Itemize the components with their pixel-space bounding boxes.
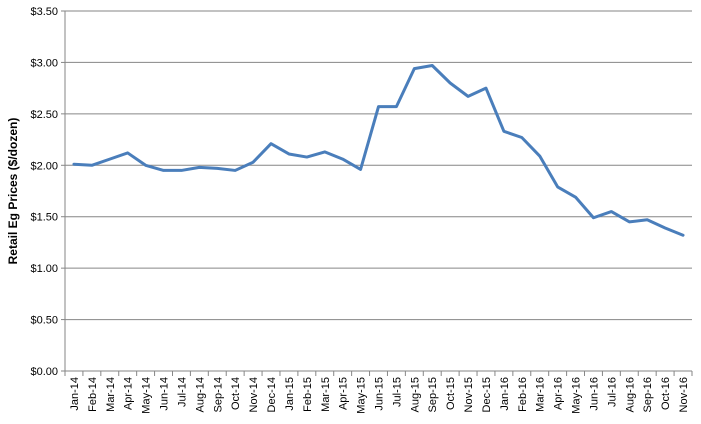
x-tick-label: Jun-15 xyxy=(374,377,386,411)
y-tick-label: $2.50 xyxy=(30,109,58,121)
x-tick-label: Nov-15 xyxy=(463,377,475,412)
x-tick-label: Jan-14 xyxy=(69,377,81,411)
x-tick-label: Jul-14 xyxy=(176,377,188,407)
x-tick-label: Oct-15 xyxy=(445,377,457,410)
x-tick-label: Jun-14 xyxy=(159,377,171,411)
x-tick-label: Oct-16 xyxy=(660,377,672,410)
x-tick-label: Aug-14 xyxy=(194,377,206,412)
x-tick-label: Oct-14 xyxy=(230,377,242,410)
x-tick-label: Jan-16 xyxy=(499,377,511,411)
x-tick-label: Mar-15 xyxy=(320,377,332,412)
y-tick-label: $3.00 xyxy=(30,57,58,69)
x-tick-label: Jul-16 xyxy=(606,377,618,407)
x-tick-label: Nov-16 xyxy=(678,377,690,412)
y-tick-labels: $0.00 $0.50 $1.00 $1.50 $2.00 $2.50 $3.00 $3.50 xyxy=(30,6,58,378)
y-axis-title: Retail Eg Prices ($/dozen) xyxy=(6,118,20,265)
gridlines xyxy=(65,10,692,372)
x-tick-label: Sep-15 xyxy=(427,377,439,412)
axes xyxy=(61,10,693,376)
x-tick-label: Apr-14 xyxy=(123,377,135,410)
x-tick-label: May-16 xyxy=(571,377,583,414)
x-tick-label: Jul-15 xyxy=(391,377,403,407)
x-tick-label: Sep-14 xyxy=(212,377,224,412)
x-tick-label: Dec-14 xyxy=(266,377,278,412)
x-tick-label: Dec-15 xyxy=(481,377,493,412)
x-tick-label: Aug-15 xyxy=(409,377,421,412)
x-tick-label: Jan-15 xyxy=(284,377,296,411)
y-tick-label: $1.50 xyxy=(30,212,58,224)
y-tick-label: $0.50 xyxy=(30,315,58,327)
series-group xyxy=(72,64,685,237)
x-tick-label: Feb-15 xyxy=(302,377,314,412)
x-tick-label: Nov-14 xyxy=(248,377,260,412)
y-tick-label: $2.00 xyxy=(30,160,58,172)
x-tick-label: Sep-16 xyxy=(642,377,654,412)
x-tick-label: Mar-14 xyxy=(105,377,117,412)
series-line xyxy=(72,64,685,237)
x-tick-label: Apr-16 xyxy=(553,377,565,410)
x-tick-label: Jun-16 xyxy=(588,377,600,411)
x-tick-label: Mar-16 xyxy=(535,377,547,412)
x-tick-label: May-15 xyxy=(356,377,368,414)
x-tick-label: Feb-14 xyxy=(87,377,99,412)
x-tick-label: Aug-16 xyxy=(624,377,636,412)
x-tick-label: May-14 xyxy=(141,377,153,414)
x-tick-label: Feb-16 xyxy=(517,377,529,412)
y-tick-label: $3.50 xyxy=(30,6,58,18)
x-tick-labels: Jan-14 Feb-14 Mar-14 Apr-14 May-14 Jun-14 Jul-… xyxy=(69,377,690,414)
y-tick-label: $0.00 xyxy=(30,366,58,378)
x-tick-label: Apr-15 xyxy=(338,377,350,410)
y-tick-label: $1.00 xyxy=(30,263,58,275)
